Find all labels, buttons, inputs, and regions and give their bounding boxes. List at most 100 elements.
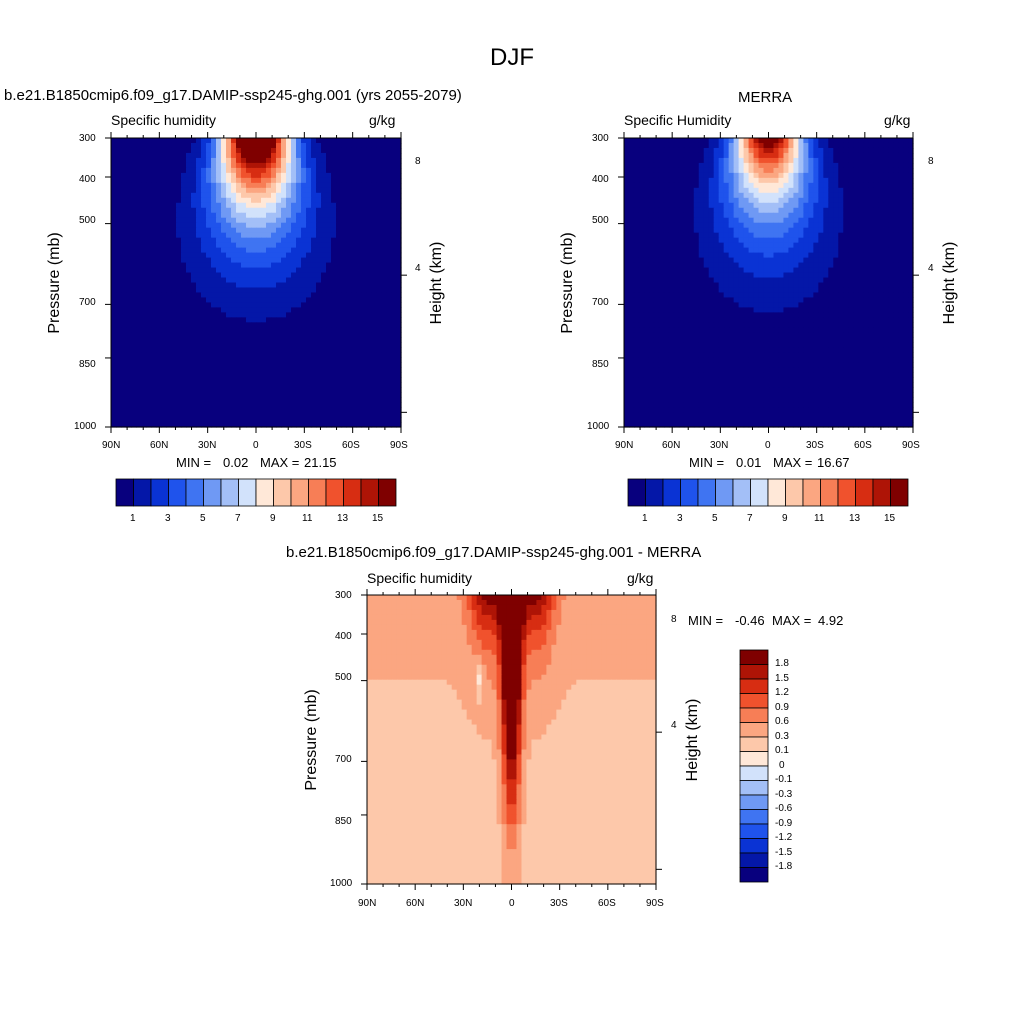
panel1-cell: [226, 327, 232, 333]
panel1-cell: [181, 272, 187, 279]
panel2-cell: [658, 138, 665, 144]
panel2-cell: [798, 172, 804, 179]
panel2-cell: [898, 167, 904, 174]
panel2-cell: [743, 202, 750, 209]
panel1-cell: [396, 397, 402, 403]
panel2-cell: [688, 187, 695, 194]
panel2-cell: [738, 242, 745, 249]
panel1-cell: [336, 332, 342, 338]
panel2-cell: [733, 142, 740, 149]
panel1-cell: [391, 242, 397, 249]
panel1-cell: [241, 257, 247, 264]
panel1-cell: [161, 337, 167, 343]
panel1-cell: [201, 287, 207, 294]
panel2-cell: [893, 207, 899, 214]
panel2-cell: [818, 202, 824, 209]
panel2-cell: [693, 267, 700, 274]
panel1-cell: [231, 142, 237, 149]
panel2-cell: [793, 247, 799, 254]
panel2-cell: [908, 167, 914, 174]
panel1-cell: [226, 262, 232, 269]
panel1-cell: [296, 257, 302, 264]
panel1-cell: [136, 162, 142, 169]
panel1-cell: [231, 387, 237, 393]
panel1-cell: [211, 242, 217, 249]
panel1-cell: [201, 307, 207, 313]
panel1-cell: [176, 352, 182, 358]
panel1-cell: [111, 307, 117, 313]
panel2-cell: [663, 217, 670, 224]
panel2-cell: [643, 172, 650, 179]
panel1-cell: [266, 327, 272, 333]
panel1-cell: [121, 157, 127, 164]
panel1-cell: [356, 247, 362, 254]
panel1-cell: [201, 282, 207, 289]
panel1-cell: [201, 302, 207, 309]
panel2-cell: [718, 192, 725, 199]
panel1-cell: [196, 267, 202, 274]
panel1-cell: [331, 162, 337, 169]
panel1-cell: [216, 357, 222, 363]
panel1-cell: [156, 327, 162, 333]
panel1-cell: [396, 237, 402, 244]
panel1-cell: [341, 367, 347, 373]
panel1-cell: [221, 387, 227, 393]
panel2-cell: [758, 227, 765, 234]
panel2-cell: [858, 177, 864, 184]
panel1-cell: [111, 407, 117, 413]
panel1-cell: [301, 357, 307, 363]
panel2-cell: [693, 227, 700, 234]
panel1-cell: [311, 177, 317, 184]
panel1-cell: [141, 332, 147, 338]
panel1-cell: [211, 402, 217, 408]
panel2-cell: [883, 262, 889, 269]
panel1-cell: [161, 302, 167, 309]
panel2-cell: [903, 207, 909, 214]
panel2-cell: [633, 157, 640, 164]
panel1-cell: [346, 332, 352, 338]
panel2-cell: [768, 172, 775, 179]
panel2-plot: [618, 132, 919, 433]
panel2-cell: [763, 212, 770, 219]
panel1-cell: [321, 387, 327, 393]
panel2-cell: [763, 187, 770, 194]
panel1-cell: [231, 197, 237, 204]
panel1-cell: [336, 327, 342, 333]
panel2-cell: [893, 152, 899, 159]
panel2-cell: [778, 257, 785, 264]
panel1-cell: [146, 217, 152, 224]
panel2-cell: [668, 222, 675, 229]
panel2-cell: [693, 197, 700, 204]
panel2-cell: [778, 252, 785, 259]
panel2-cell: [638, 237, 645, 244]
panel1-cell: [151, 272, 157, 279]
panel2-cell: [703, 252, 710, 259]
panel2-cell: [708, 257, 715, 264]
panel1-cell: [281, 242, 287, 249]
panel1-cell: [166, 172, 172, 179]
panel1-cell: [121, 382, 127, 388]
panel2-cell: [813, 252, 819, 259]
panel1-cell: [176, 397, 182, 403]
panel1-cell: [221, 267, 227, 274]
panel2-cell: [888, 157, 894, 164]
panel1-cell: [221, 362, 227, 368]
panel2-cell: [883, 207, 889, 214]
panel1-cell: [111, 402, 117, 408]
panel1-cell: [391, 387, 397, 393]
panel1-cell: [246, 402, 252, 408]
panel2-cell: [648, 222, 655, 229]
panel1-cell: [136, 417, 142, 423]
panel1-cell: [111, 312, 117, 318]
panel1-cell: [251, 327, 257, 333]
panel1-cell: [191, 327, 197, 333]
panel1-cell: [151, 252, 157, 259]
panel1-cell: [266, 217, 272, 224]
panel1-cell: [326, 142, 332, 149]
panel1-cell: [396, 147, 402, 154]
panel2-cell: [888, 237, 894, 244]
panel2-cell: [768, 227, 775, 234]
panel1-cell: [361, 277, 367, 284]
panel1-cell: [236, 147, 242, 154]
panel1-cell: [311, 302, 317, 309]
